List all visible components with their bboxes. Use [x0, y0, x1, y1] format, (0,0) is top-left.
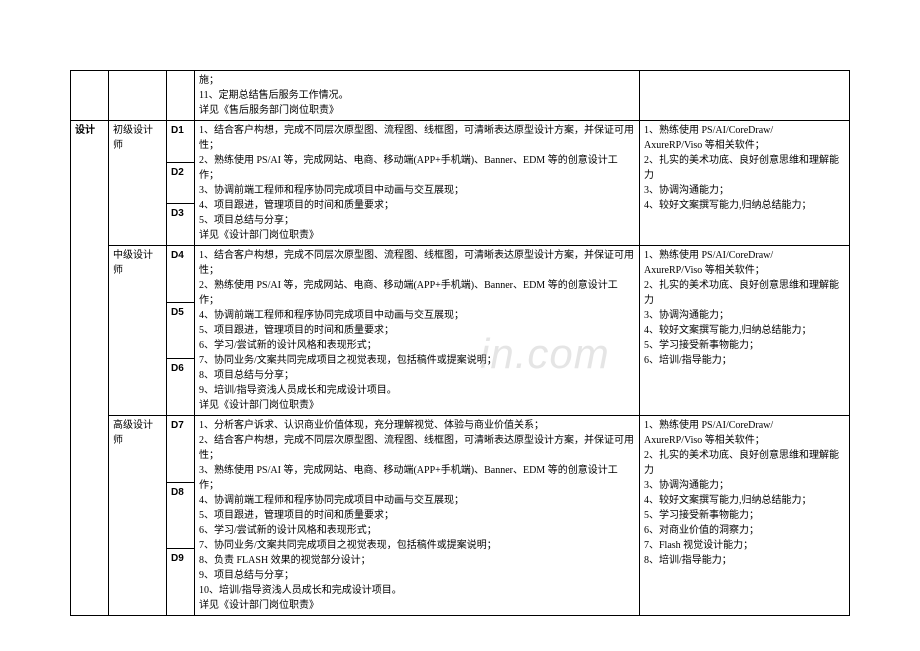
junior-desc-l5: 5、项目总结与分享； — [199, 215, 294, 226]
senior-desc-l1: 1、分析客户诉求、认识商业价值体现，充分理解视觉、体验与商业价值关系； — [199, 420, 544, 431]
senior-req-r6: 6、对商业价值的洞察力； — [644, 525, 759, 536]
category-cell: 设计 — [71, 121, 109, 616]
prelude-req — [640, 71, 850, 121]
junior-desc-l1: 1、结合客户构想，完成不同层次原型图、流程图、线框图，可清晰表达原型设计方案，并… — [199, 125, 634, 151]
prelude-blank-cat — [71, 71, 109, 121]
senior-req-r4: 4、较好文案撰写能力,归纳总结能力； — [644, 495, 812, 506]
mid-desc: 1、结合客户构想，完成不同层次原型图、流程图、线框图，可清晰表达原型设计方案，并… — [195, 246, 640, 416]
junior-req-r2: 2、扎实的美术功底、良好创意思维和理解能力 — [644, 155, 839, 181]
prelude-blank-level — [167, 71, 195, 121]
mid-d6: D6 — [167, 359, 195, 416]
mid-row-d4: 中级设计师 D4 1、结合客户构想，完成不同层次原型图、流程图、线框图，可清晰表… — [71, 246, 850, 303]
senior-req-r8: 8、培训/指导能力； — [644, 555, 732, 566]
senior-desc-l7: 8、负责 FLASH 效果的视觉部分设计； — [199, 555, 371, 566]
senior-req-r3: 3、协调沟通能力； — [644, 480, 729, 491]
senior-desc-l4: 5、项目跟进，管理项目的时间和质量要求； — [199, 510, 394, 521]
mid-desc-l2: 2、熟练使用 PS/AI 等，完成网站、电商、移动端(APP+手机端)、Bann… — [199, 280, 618, 306]
junior-d1: D1 — [167, 121, 195, 163]
mid-req-r1: 1、熟练使用 PS/AI/CoreDraw/ — [644, 250, 773, 261]
mid-desc-l3: 4、协调前端工程师和程序协同完成项目中动画与交互展现； — [199, 310, 464, 321]
junior-desc-l6: 详见《设计部门岗位职责》 — [199, 230, 319, 241]
mid-d5: D5 — [167, 302, 195, 359]
senior-d7: D7 — [167, 416, 195, 483]
junior-desc-l4: 4、项目跟进，管理项目的时间和质量要求； — [199, 200, 394, 211]
junior-req-r3: 3、协调沟通能力； — [644, 185, 729, 196]
mid-desc-l6: 7、协同业务/文案共同完成项目之视觉表现，包括稿件或提案说明； — [199, 355, 497, 366]
mid-req-r1b: AxureRP/Viso 等相关软件； — [644, 265, 765, 276]
senior-row-d7: 高级设计师 D7 1、分析客户诉求、认识商业价值体现，充分理解视觉、体验与商业价… — [71, 416, 850, 483]
senior-desc-l6: 7、协同业务/文案共同完成项目之视觉表现，包括稿件或提案说明； — [199, 540, 497, 551]
prelude-row: 施； 11、定期总结售后服务工作情况。 详见《售后服务部门岗位职责》 — [71, 71, 850, 121]
senior-desc-l3: 4、协调前端工程师和程序协同完成项目中动画与交互展现； — [199, 495, 464, 506]
senior-desc-l2b: 3、熟练使用 PS/AI 等，完成网站、电商、移动端(APP+手机端)、Bann… — [199, 465, 618, 491]
prelude-l2: 11、定期总结售后服务工作情况。 — [199, 90, 349, 101]
junior-req-r1b: AxureRP/Viso 等相关软件； — [644, 140, 765, 151]
mid-req-r5: 5、学习接受新事物能力； — [644, 340, 759, 351]
junior-desc: 1、结合客户构想，完成不同层次原型图、流程图、线框图，可清晰表达原型设计方案，并… — [195, 121, 640, 246]
prelude-l1: 施； — [199, 75, 219, 86]
junior-row-d1: 设计 初级设计师 D1 1、结合客户构想，完成不同层次原型图、流程图、线框图，可… — [71, 121, 850, 163]
junior-role: 初级设计师 — [109, 121, 167, 246]
senior-req-r2: 2、扎实的美术功底、良好创意思维和理解能力 — [644, 450, 839, 476]
senior-desc-l9: 10、培训/指导资浅人员成长和完成设计项目。 — [199, 585, 402, 596]
mid-desc-l8: 9、培训/指导资浅人员成长和完成设计项目。 — [199, 385, 397, 396]
job-table: 施； 11、定期总结售后服务工作情况。 详见《售后服务部门岗位职责》 设计 初级… — [70, 70, 850, 616]
senior-req: 1、熟练使用 PS/AI/CoreDraw/ AxureRP/Viso 等相关软… — [640, 416, 850, 616]
mid-role: 中级设计师 — [109, 246, 167, 416]
senior-desc: 1、分析客户诉求、认识商业价值体现，充分理解视觉、体验与商业价值关系； 2、结合… — [195, 416, 640, 616]
senior-desc-l10: 详见《设计部门岗位职责》 — [199, 600, 319, 611]
junior-d2: D2 — [167, 162, 195, 204]
senior-desc-l8: 9、项目总结与分享； — [199, 570, 294, 581]
mid-d4: D4 — [167, 246, 195, 303]
junior-d3: D3 — [167, 204, 195, 246]
mid-req-r2: 2、扎实的美术功底、良好创意思维和理解能力 — [644, 280, 839, 306]
prelude-desc: 施； 11、定期总结售后服务工作情况。 详见《售后服务部门岗位职责》 — [195, 71, 640, 121]
senior-role: 高级设计师 — [109, 416, 167, 616]
mid-desc-l5: 6、学习/尝试新的设计风格和表现形式； — [199, 340, 377, 351]
senior-req-r7: 7、Flash 视觉设计能力； — [644, 540, 753, 551]
mid-req-r3: 3、协调沟通能力； — [644, 310, 729, 321]
junior-desc-l2: 2、熟练使用 PS/AI 等，完成网站、电商、移动端(APP+手机端)、Bann… — [199, 155, 618, 181]
senior-d9: D9 — [167, 549, 195, 616]
mid-req: 1、熟练使用 PS/AI/CoreDraw/ AxureRP/Viso 等相关软… — [640, 246, 850, 416]
mid-desc-l1: 1、结合客户构想，完成不同层次原型图、流程图、线框图，可清晰表达原型设计方案，并… — [199, 250, 634, 276]
junior-desc-l3: 3、协调前端工程师和程序协同完成项目中动画与交互展现； — [199, 185, 464, 196]
mid-desc-l7: 8、项目总结与分享； — [199, 370, 294, 381]
junior-req-r4: 4、较好文案撰写能力,归纳总结能力； — [644, 200, 812, 211]
prelude-l3: 详见《售后服务部门岗位职责》 — [199, 105, 339, 116]
senior-req-r1: 1、熟练使用 PS/AI/CoreDraw/ — [644, 420, 773, 431]
senior-req-r5: 5、学习接受新事物能力； — [644, 510, 759, 521]
mid-desc-l4: 5、项目跟进，管理项目的时间和质量要求； — [199, 325, 394, 336]
senior-d8: D8 — [167, 482, 195, 549]
junior-req: 1、熟练使用 PS/AI/CoreDraw/ AxureRP/Viso 等相关软… — [640, 121, 850, 246]
mid-req-r4: 4、较好文案撰写能力,归纳总结能力； — [644, 325, 812, 336]
senior-desc-l2: 2、结合客户构想，完成不同层次原型图、流程图、线框图，可清晰表达原型设计方案，并… — [199, 435, 634, 461]
prelude-blank-role — [109, 71, 167, 121]
junior-req-r1: 1、熟练使用 PS/AI/CoreDraw/ — [644, 125, 773, 136]
mid-desc-l9: 详见《设计部门岗位职责》 — [199, 400, 319, 411]
senior-req-r1b: AxureRP/Viso 等相关软件； — [644, 435, 765, 446]
mid-req-r6: 6、培训/指导能力； — [644, 355, 732, 366]
senior-desc-l5: 6、学习/尝试新的设计风格和表现形式； — [199, 525, 377, 536]
